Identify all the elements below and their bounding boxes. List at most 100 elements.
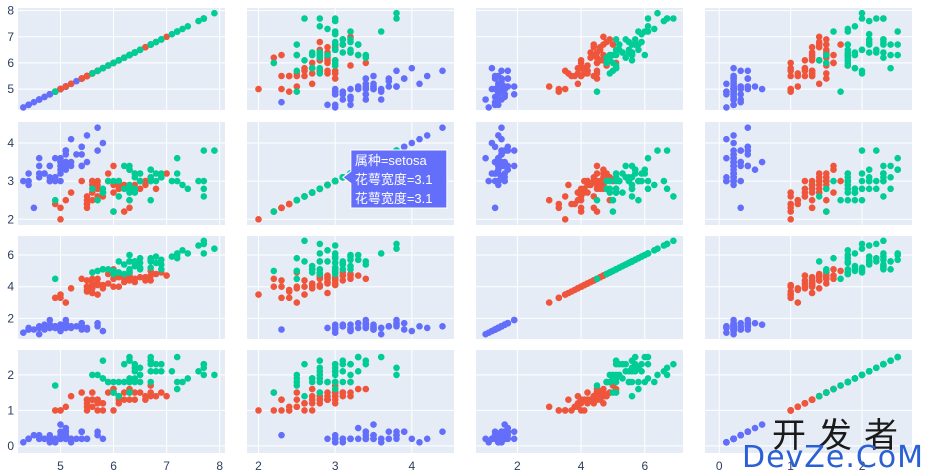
data-point[interactable] [823,70,830,77]
data-point[interactable] [858,177,866,185]
data-point[interactable] [801,280,809,287]
data-point[interactable] [354,353,362,361]
data-point[interactable] [887,64,894,72]
data-point[interactable] [110,189,117,196]
data-point[interactable] [83,158,91,166]
data-point[interactable] [255,216,262,223]
data-point[interactable] [393,364,400,372]
data-point[interactable] [880,15,887,22]
data-point[interactable] [482,96,489,103]
data-point[interactable] [316,266,324,273]
data-point[interactable] [20,439,27,446]
data-point[interactable] [865,166,873,173]
data-point[interactable] [744,428,752,436]
data-point[interactable] [347,389,354,396]
data-point[interactable] [865,185,873,193]
data-point[interactable] [495,85,502,93]
data-point[interactable] [99,407,107,414]
data-point[interactable] [99,375,107,382]
data-point[interactable] [545,403,553,411]
data-point[interactable] [104,170,112,177]
data-point[interactable] [324,51,331,59]
data-point[interactable] [622,162,629,170]
data-point[interactable] [830,385,837,393]
data-point[interactable] [501,421,509,428]
data-point[interactable] [744,124,752,131]
data-point[interactable] [200,250,208,257]
data-point[interactable] [62,403,70,411]
data-point[interactable] [561,67,569,75]
data-point[interactable] [609,196,617,204]
data-point[interactable] [142,43,149,51]
data-point[interactable] [316,250,324,257]
data-point[interactable] [158,36,165,43]
data-point[interactable] [136,185,144,193]
data-point[interactable] [581,185,588,193]
data-point[interactable] [324,67,331,75]
data-point[interactable] [596,177,604,185]
data-point[interactable] [99,139,107,147]
data-point[interactable] [660,177,668,185]
data-point[interactable] [163,392,170,400]
data-point[interactable] [115,193,123,200]
data-point[interactable] [200,15,208,22]
data-point[interactable] [316,258,324,265]
data-point[interactable] [89,70,96,77]
data-point[interactable] [568,200,575,208]
data-point[interactable] [641,28,649,35]
data-point[interactable] [568,288,575,295]
data-point[interactable] [603,59,610,67]
data-point[interactable] [844,28,852,35]
data-point[interactable] [393,428,400,436]
data-point[interactable] [104,266,112,273]
data-point[interactable] [308,407,316,414]
data-point[interactable] [20,177,27,185]
data-point[interactable] [51,154,59,162]
data-point[interactable] [730,132,737,139]
data-point[interactable] [758,321,766,329]
data-point[interactable] [858,371,866,379]
data-point[interactable] [35,330,43,338]
data-point[interactable] [858,269,866,276]
data-point[interactable] [628,57,636,64]
data-point[interactable] [324,43,331,51]
data-point[interactable] [195,368,202,375]
data-point[interactable] [837,196,844,204]
data-point[interactable] [152,368,160,375]
data-point[interactable] [362,75,370,82]
data-point[interactable] [794,83,802,90]
data-point[interactable] [362,435,370,443]
data-point[interactable] [301,283,308,291]
data-point[interactable] [89,289,96,297]
data-point[interactable] [126,204,133,212]
data-point[interactable] [416,439,423,446]
data-point[interactable] [331,400,339,407]
data-point[interactable] [331,254,339,262]
data-point[interactable] [99,435,107,443]
data-point[interactable] [110,162,117,170]
data-point[interactable] [370,80,377,88]
data-point[interactable] [723,88,730,95]
data-point[interactable] [57,85,64,93]
data-point[interactable] [115,273,123,281]
data-point[interactable] [651,378,658,386]
data-point[interactable] [670,193,677,200]
data-point[interactable] [555,85,563,93]
data-point[interactable] [255,407,262,414]
data-point[interactable] [823,46,830,54]
data-point[interactable] [354,368,362,375]
data-point[interactable] [823,272,830,279]
data-point[interactable] [30,326,38,333]
data-point[interactable] [737,98,744,106]
data-point[interactable] [173,177,181,185]
data-point[interactable] [94,185,101,193]
data-point[interactable] [308,80,316,88]
data-point[interactable] [600,41,607,48]
data-point[interactable] [545,196,553,204]
data-point[interactable] [347,435,354,443]
data-point[interactable] [173,28,181,35]
data-point[interactable] [324,389,331,396]
data-point[interactable] [67,439,75,446]
data-point[interactable] [301,277,308,284]
data-point[interactable] [301,64,308,72]
